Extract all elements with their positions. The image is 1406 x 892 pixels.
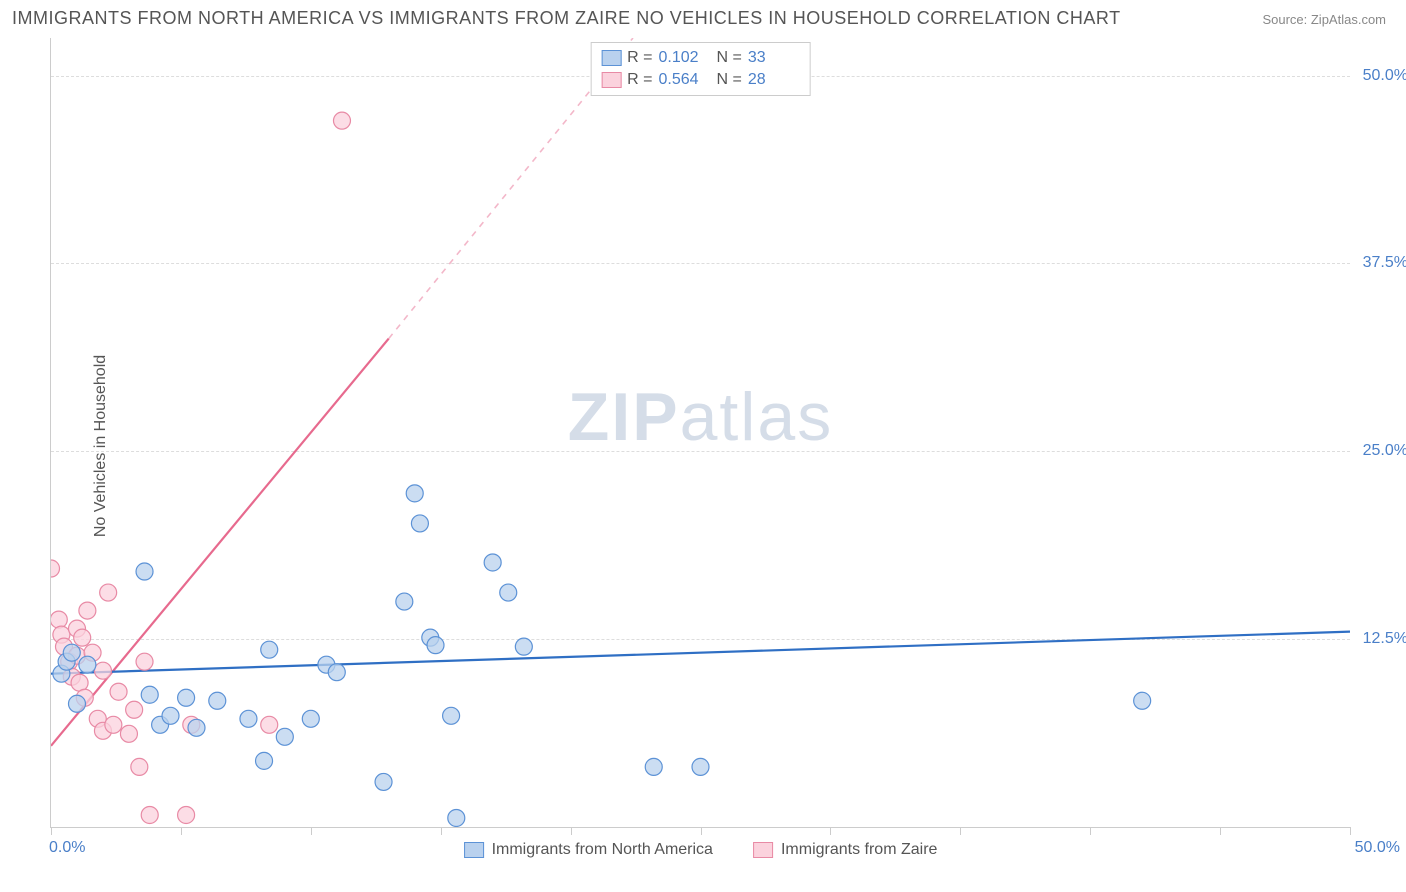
data-point [79,656,96,673]
data-point [94,662,111,679]
data-point [692,758,709,775]
x-tick-label-min: 0.0% [49,839,85,857]
data-point [302,710,319,727]
data-point [110,683,127,700]
chart-plot-area: ZIPatlas R = 0.102 N = 33 R = 0.564 N = … [50,38,1350,828]
data-point [448,809,465,826]
y-tick-label: 37.5% [1363,254,1406,272]
x-tick [830,827,831,835]
y-tick-label: 25.0% [1363,442,1406,460]
legend-swatch-pink [601,72,621,88]
data-point [443,707,460,724]
x-tick [311,827,312,835]
trendline [51,339,389,746]
legend-r-label: R = [627,71,652,89]
data-point [333,112,350,129]
x-tick [1220,827,1221,835]
data-point [100,584,117,601]
data-point [126,701,143,718]
x-tick [571,827,572,835]
y-tick-label: 12.5% [1363,630,1406,648]
legend-r-value-blue: 0.102 [659,49,711,67]
scatter-svg [51,38,1350,827]
data-point [645,758,662,775]
legend-r-value-pink: 0.564 [659,71,711,89]
data-point [178,806,195,823]
data-point [51,560,60,577]
x-tick [1090,827,1091,835]
trendline [51,632,1350,674]
data-point [141,686,158,703]
data-point [105,716,122,733]
data-point [141,806,158,823]
data-point [74,629,91,646]
legend-n-label: N = [717,71,742,89]
data-point [79,602,96,619]
legend-swatch-blue [601,50,621,66]
data-point [136,653,153,670]
legend-swatch-blue [464,842,484,858]
x-tick [701,827,702,835]
legend-stats-box: R = 0.102 N = 33 R = 0.564 N = 28 [590,42,811,96]
data-point [261,641,278,658]
legend-n-value-pink: 28 [748,71,800,89]
legend-stats-row-blue: R = 0.102 N = 33 [601,47,800,69]
x-tick-label-max: 50.0% [1355,839,1400,857]
data-point [375,773,392,790]
legend-n-label: N = [717,49,742,67]
data-point [1134,692,1151,709]
data-point [328,664,345,681]
data-point [515,638,532,655]
data-point [131,758,148,775]
legend-label-pink: Immigrants from Zaire [781,841,937,859]
legend-swatch-pink [753,842,773,858]
legend-bottom: Immigrants from North America Immigrants… [464,841,938,859]
x-tick [441,827,442,835]
y-tick-label: 50.0% [1363,67,1406,85]
legend-r-label: R = [627,49,652,67]
data-point [256,752,273,769]
data-point [276,728,293,745]
legend-n-value-blue: 33 [748,49,800,67]
data-point [396,593,413,610]
legend-label-blue: Immigrants from North America [492,841,713,859]
data-point [120,725,137,742]
data-point [240,710,257,727]
source-label: Source: ZipAtlas.com [1262,12,1386,27]
data-point [71,674,88,691]
data-point [51,611,67,628]
data-point [209,692,226,709]
legend-item-pink: Immigrants from Zaire [753,841,937,859]
data-point [188,719,205,736]
x-tick [960,827,961,835]
data-point [484,554,501,571]
data-point [500,584,517,601]
x-tick [51,827,52,835]
chart-title: IMMIGRANTS FROM NORTH AMERICA VS IMMIGRA… [12,8,1121,29]
data-point [178,689,195,706]
data-point [411,515,428,532]
x-tick [181,827,182,835]
data-point [406,485,423,502]
data-point [136,563,153,580]
data-point [63,644,80,661]
data-point [427,637,444,654]
data-point [68,695,85,712]
data-point [261,716,278,733]
legend-stats-row-pink: R = 0.564 N = 28 [601,69,800,91]
data-point [162,707,179,724]
x-tick [1350,827,1351,835]
legend-item-blue: Immigrants from North America [464,841,713,859]
